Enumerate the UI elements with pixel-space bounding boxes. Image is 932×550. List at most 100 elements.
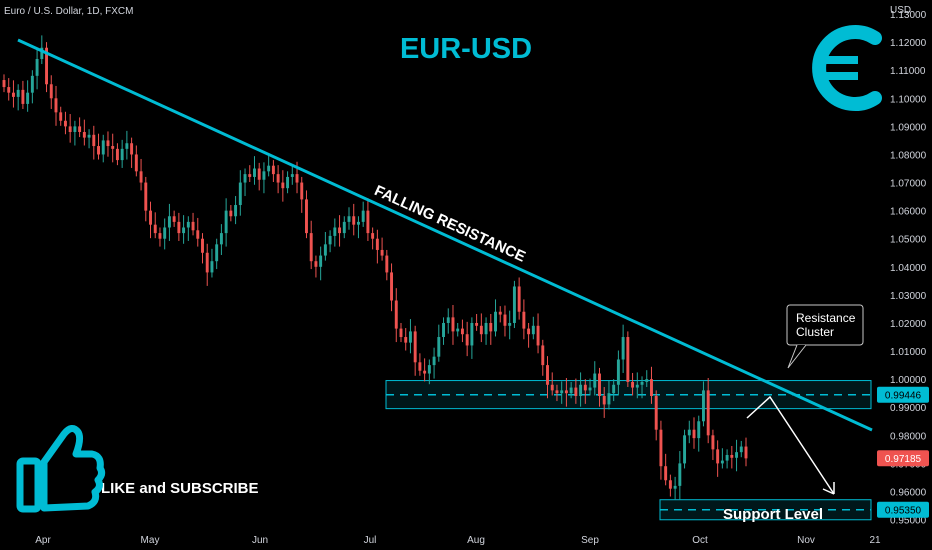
candle-body [508,322,512,326]
candle-body [739,446,743,453]
candle-body [432,356,436,366]
candle-body [323,244,327,256]
candle-body [243,174,247,183]
candle-body [612,384,616,394]
candle-body [541,345,545,366]
candle-body [68,126,72,132]
y-tick-label: 1.05000 [890,235,927,246]
candle-body [484,322,488,335]
candle-body [347,216,351,222]
candle-body [82,132,86,138]
candle-body [229,210,233,217]
candle-body [678,463,682,486]
candle-body [7,87,11,93]
candle-body [654,396,658,430]
candle-body [498,311,502,315]
candle-body [2,80,6,88]
candle-body [253,168,256,177]
candle-body [78,126,82,132]
candle-body [635,384,639,388]
candle-body [645,379,649,382]
y-tick-label: 1.10000 [890,94,927,105]
candle-body [380,249,384,256]
candle-body [26,92,30,104]
price-marker-box [877,450,929,467]
candle-body [314,261,318,267]
candle-body [163,227,167,239]
candle-body [125,143,129,149]
candle-body [460,328,464,335]
candle-body [234,205,238,217]
candle-body [101,140,105,155]
candles-layer [2,35,748,500]
resistance-cluster-callout-text: Resistance [796,311,856,325]
candle-body [262,171,266,180]
candle-body [59,112,63,121]
axis-layer: 1.13000 1.12000 1.11000 1.10000 1.09000 1.080… [35,5,926,546]
candle-body [673,485,677,489]
candle-body [640,381,644,385]
candle-body [257,168,261,180]
candle-body [664,466,668,481]
candle-body [531,325,535,335]
candle-body [276,174,280,183]
y-tick-label: 1.03000 [890,291,927,302]
candle-body [607,393,611,405]
candle-body [356,221,360,225]
y-tick-label: 1.09000 [890,122,927,133]
candle-body [399,328,403,338]
candle-body [574,387,578,396]
candle-body [21,89,25,104]
candle-body [361,210,365,222]
candle-body [352,216,356,225]
y-tick-label: 1.06000 [890,207,927,218]
candle-body [527,328,531,335]
candle-body [456,328,460,332]
candle-body [248,174,252,177]
support-level-label: Support Level [723,506,823,523]
price-marker-box [877,501,929,518]
candle-body [512,286,516,323]
candle-body [598,373,601,396]
candle-body [375,238,379,250]
candle-body [720,460,724,464]
candle-body [16,89,20,97]
candle-body [153,224,157,234]
labels-layer: Euro / U.S. Dollar, 1D, FXCM 0.99446 0.971… [4,6,929,523]
candle-body [92,134,96,147]
price-marker-label: 0.95350 [885,506,922,517]
currency-label: USD [890,5,911,16]
resistance-cluster-callout-tail [787,344,807,369]
zones-layer [385,380,872,521]
candle-body [328,235,332,245]
candle-body [87,134,91,138]
candle-body [621,337,625,360]
thumbs-up-cuff [16,457,42,513]
candle-body [475,322,479,326]
candle-body [139,171,143,183]
like-subscribe-text: LIKE and SUBSCRIBE [101,480,259,497]
y-tick-label: 1.11000 [890,66,926,77]
candle-body [390,272,394,301]
candle-body [451,317,455,332]
candle-body [394,300,398,329]
candle-body [385,255,389,273]
candle-body [550,384,554,391]
candle-body [319,255,323,267]
candle-body [333,227,337,236]
y-tick-label: 1.02000 [890,319,927,330]
y-tick-label: 1.13000 [890,10,927,21]
candle-body [701,390,705,422]
candle-body [494,311,497,332]
candle-body [437,337,441,357]
candle-body [120,148,124,161]
candle-body [404,337,408,343]
candle-body [35,58,39,76]
candle-body [371,233,375,239]
candle-body [238,182,242,206]
candle-body [442,322,445,338]
candle-body [196,230,200,239]
candle-body [687,429,691,436]
candle-body [489,322,493,332]
resistance-cluster-callout-box [786,304,864,346]
